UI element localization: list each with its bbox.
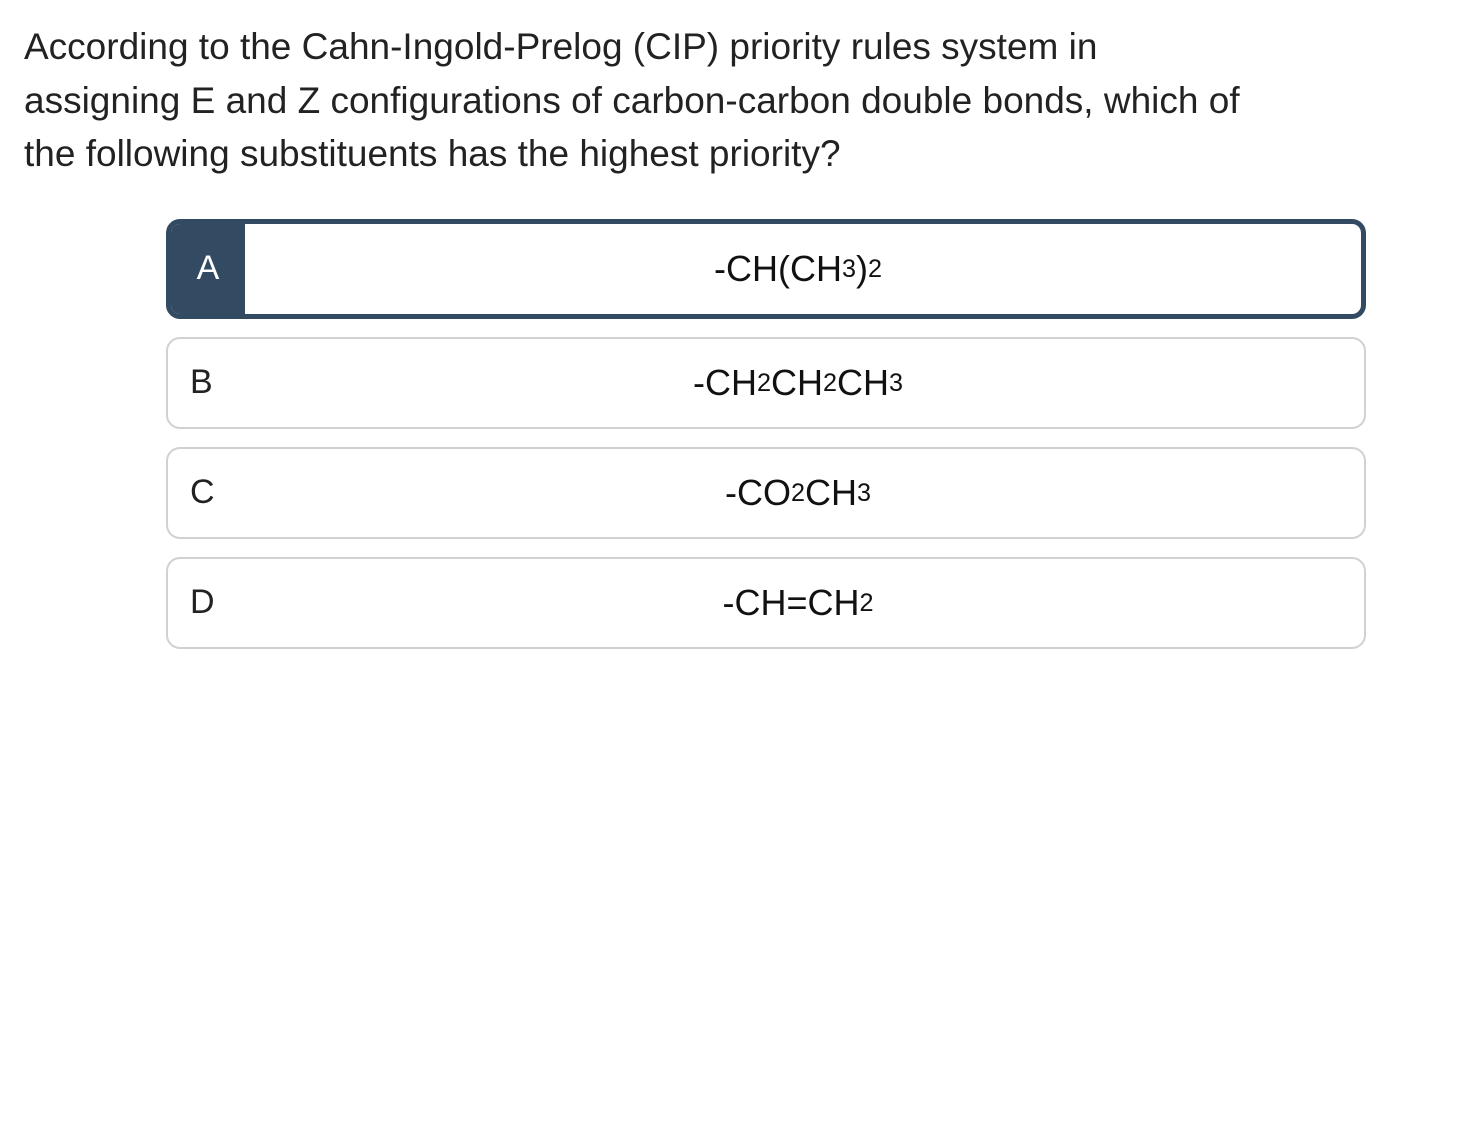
option-d-letter: D [168, 559, 242, 647]
option-c-letter: C [168, 449, 242, 537]
option-d[interactable]: D -CH=CH2 [166, 557, 1366, 649]
question-line-2: assigning E and Z configurations of carb… [24, 80, 1240, 121]
option-b-letter: B [168, 339, 242, 427]
option-b[interactable]: B -CH2CH2CH3 [166, 337, 1366, 429]
question-line-1: According to the Cahn-Ingold-Prelog (CIP… [24, 26, 1097, 67]
question-line-3: the following substituents has the highe… [24, 133, 841, 174]
option-d-text: -CH=CH2 [242, 559, 1364, 647]
option-c[interactable]: C -CO2CH3 [166, 447, 1366, 539]
option-a-letter: A [171, 224, 245, 314]
option-c-text: -CO2CH3 [242, 449, 1364, 537]
option-b-text: -CH2CH2CH3 [242, 339, 1364, 427]
options-container: A -CH(CH3)2 B -CH2CH2CH3 C -CO2CH3 D -CH… [166, 219, 1366, 649]
question-text: According to the Cahn-Ingold-Prelog (CIP… [24, 20, 1472, 181]
option-a-text: -CH(CH3)2 [245, 224, 1361, 314]
option-a[interactable]: A -CH(CH3)2 [166, 219, 1366, 319]
